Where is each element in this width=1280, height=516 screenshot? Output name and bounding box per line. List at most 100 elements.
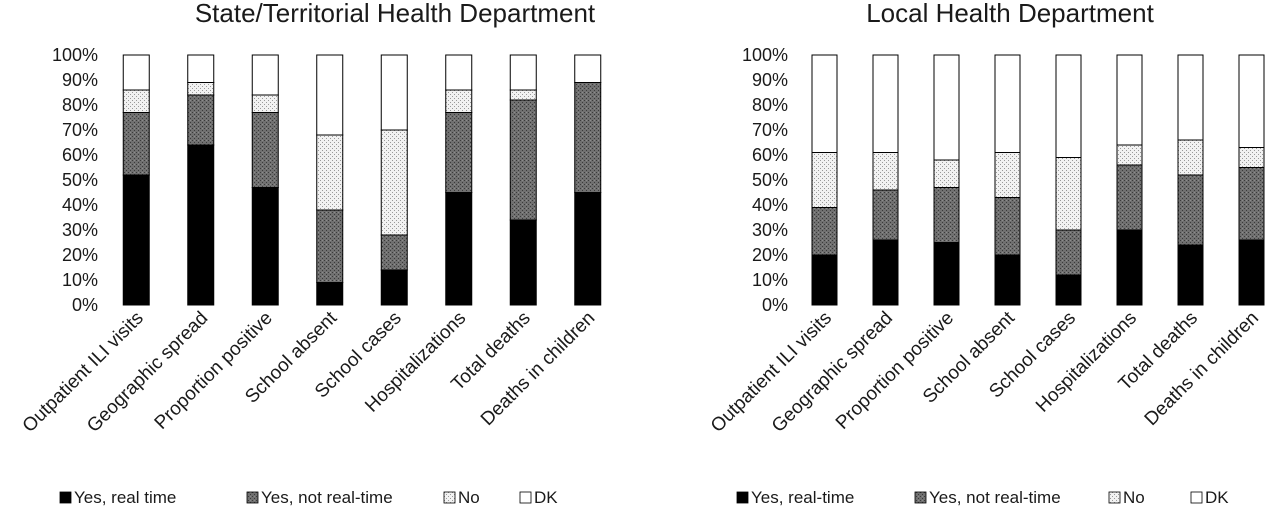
y-tick-label: 20% [752,245,788,265]
bar-segment [316,54,344,136]
y-tick-label: 60% [62,145,98,165]
bar-segment [251,54,279,96]
y-tick-label: 0% [72,295,98,315]
y-tick-label: 30% [752,220,788,240]
bar-segment [872,152,899,191]
bar-segment [933,187,960,243]
chart-title: State/Territorial Health Department [195,0,596,28]
bar-segment [933,159,960,188]
bar-segment [574,82,602,193]
x-tick-label: Outpatient ILI visits [19,308,148,437]
bar-segment [316,209,344,283]
bar-segment [187,54,215,83]
legend-swatch [1108,491,1121,504]
x-tick-label: Deaths in children [1141,308,1263,430]
y-tick-label: 90% [62,70,98,90]
chart-title: Local Health Department [866,0,1154,28]
legend-label: DK [534,488,558,507]
bar-segment [1116,229,1143,306]
bar-segment [1238,167,1265,241]
bar-segment [994,54,1021,153]
bar-segment [1116,54,1143,146]
bar-segment [445,89,473,113]
y-tick-label: 100% [742,45,788,65]
bar-segment [122,54,150,91]
legend-label: No [458,488,480,507]
y-tick-label: 30% [62,220,98,240]
bar-segment [872,239,899,306]
legend-swatch [246,491,259,504]
bar-segment [380,54,408,131]
bar-segment [445,112,473,193]
y-tick-label: 50% [752,170,788,190]
y-tick-label: 90% [752,70,788,90]
bar-segment [509,219,537,306]
y-tick-label: 70% [752,120,788,140]
legend-swatch [519,491,532,504]
legend-label: No [1123,488,1145,507]
y-tick-label: 50% [62,170,98,190]
legend-label: Yes, not real-time [261,488,393,507]
bar-segment [933,54,960,161]
bar-segment [380,129,408,236]
bar-segment [811,152,838,208]
bar-segment [187,94,215,146]
legend-label: Yes, real-time [751,488,854,507]
bar-segment [1116,164,1143,231]
y-tick-label: 60% [752,145,788,165]
bar-segment [122,112,150,176]
x-tick-label: Geographic spread [83,308,212,437]
bar-segment [509,89,537,101]
plot-area: 0%10%20%30%40%50%60%70%80%90%100%Outpati… [707,45,1265,437]
bar-segment [1238,54,1265,148]
bar-segment [1177,174,1204,246]
bar-segment [187,144,215,306]
y-tick-label: 10% [752,270,788,290]
bar-segment [872,54,899,153]
plot-area: 0%10%20%30%40%50%60%70%80%90%100%Outpati… [19,45,602,437]
bar-segment [1177,244,1204,306]
y-tick-label: 40% [62,195,98,215]
bar-segment [994,197,1021,256]
chart-panel-state: State/Territorial Health Department 0% 10… [19,0,602,507]
bar-segment [509,99,537,221]
legend-swatch [59,491,72,504]
y-tick-label: 80% [752,95,788,115]
chart-panel-local: Local Health Department 0% 10% 20% 30% 40% 50… [707,0,1265,507]
bar-segment [445,192,473,306]
bar-segment [811,254,838,306]
bar-segment [122,174,150,306]
bar-segment [251,112,279,188]
bar-segment [994,152,1021,198]
bar-segment [1177,54,1204,141]
y-tick-label: 80% [62,95,98,115]
bar-segment [509,54,537,91]
legend: Yes, real time Yes, not real-time No DK [59,488,558,507]
legend-label: Yes, not real-time [929,488,1061,507]
bar-segment [1055,274,1082,306]
bar-segment [380,269,408,306]
y-tick-label: 0% [762,295,788,315]
y-tick-label: 100% [52,45,98,65]
bar-segment [933,242,960,306]
bar-segment [251,187,279,306]
y-tick-label: 40% [752,195,788,215]
legend-swatch [914,491,927,504]
bar-segment [1177,139,1204,176]
x-tick-label: Deaths in children [477,308,599,430]
bar-segment [994,254,1021,306]
bar-segment [316,134,344,211]
legend-label: Yes, real time [74,488,176,507]
bar-segment [574,54,602,83]
bar-segment [445,54,473,91]
bar-segment [1055,54,1082,158]
bar-segment [251,94,279,113]
legend-swatch [443,491,456,504]
bar-segment [811,54,838,153]
bar-segment [187,82,215,96]
bar-segment [122,89,150,113]
y-tick-label: 10% [62,270,98,290]
bar-segment [811,207,838,256]
bar-segment [380,234,408,271]
